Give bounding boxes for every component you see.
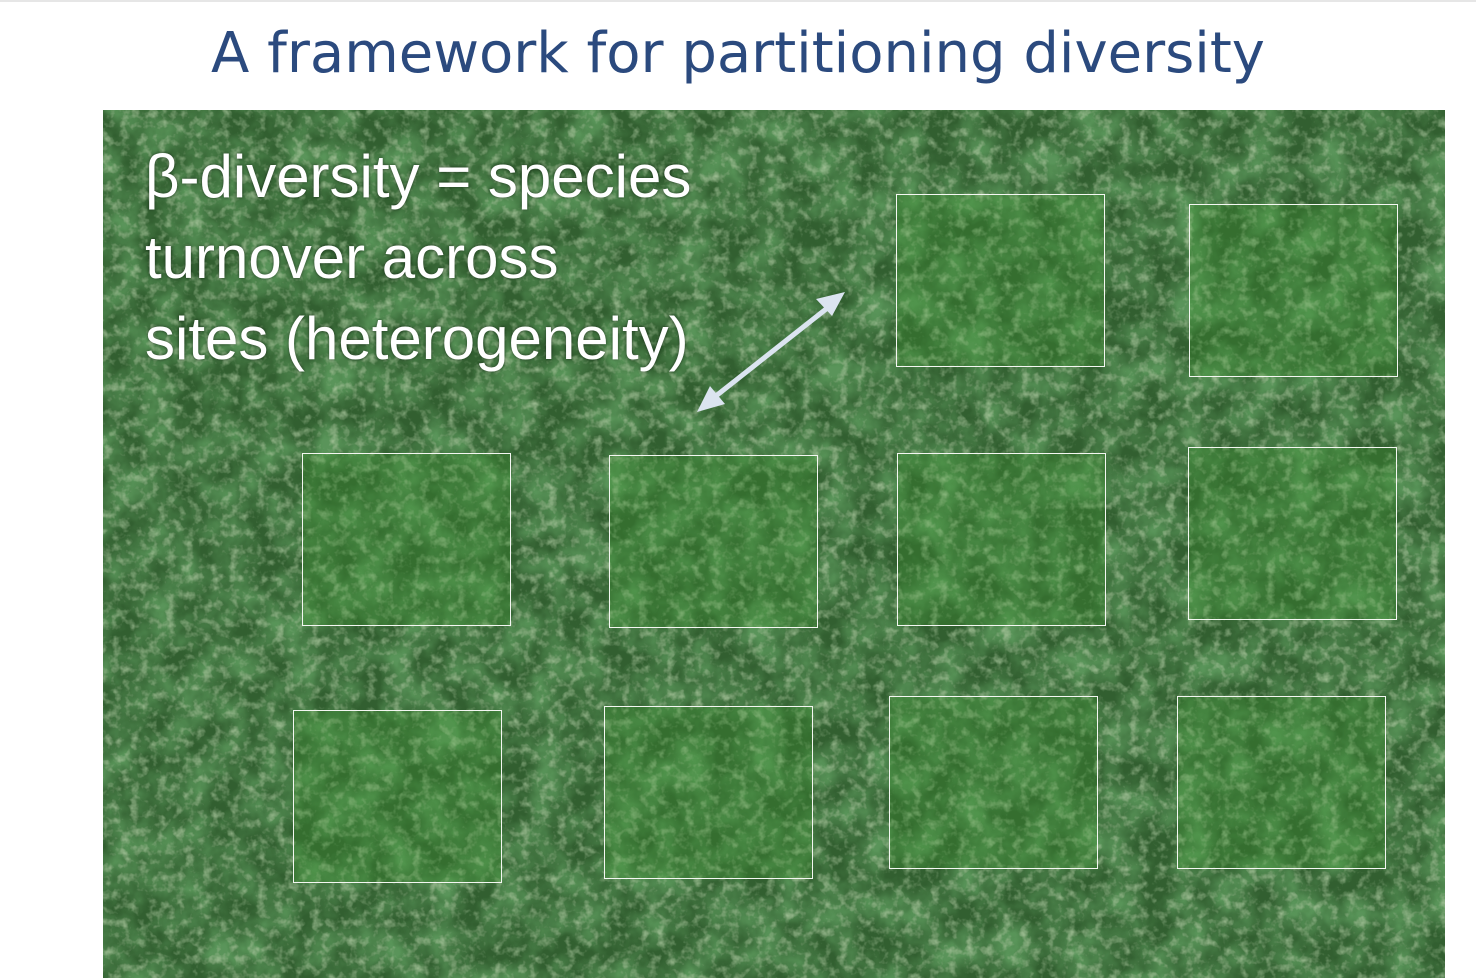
sample-plot: [1177, 696, 1386, 869]
forest-canopy-photo: β-diversity = species turnover across si…: [103, 110, 1445, 978]
sample-plot: [609, 455, 818, 628]
caption-line-1: β-diversity = species: [145, 143, 692, 210]
sample-plot: [1188, 447, 1397, 620]
canopy-texture: [103, 110, 1445, 978]
top-rule: [0, 0, 1476, 2]
beta-diversity-caption: β-diversity = species turnover across si…: [145, 136, 845, 379]
sample-plot: [1189, 204, 1398, 377]
caption-line-2: turnover across: [145, 224, 559, 291]
sample-plot: [896, 194, 1105, 367]
sample-plot: [889, 696, 1098, 869]
caption-line-3: sites (heterogeneity): [145, 305, 689, 372]
sample-plot: [897, 453, 1106, 626]
slide-title: A framework for partitioning diversity: [211, 21, 1265, 86]
sample-plot: [293, 710, 502, 883]
sample-plot: [302, 453, 511, 626]
sample-plot: [604, 706, 813, 879]
